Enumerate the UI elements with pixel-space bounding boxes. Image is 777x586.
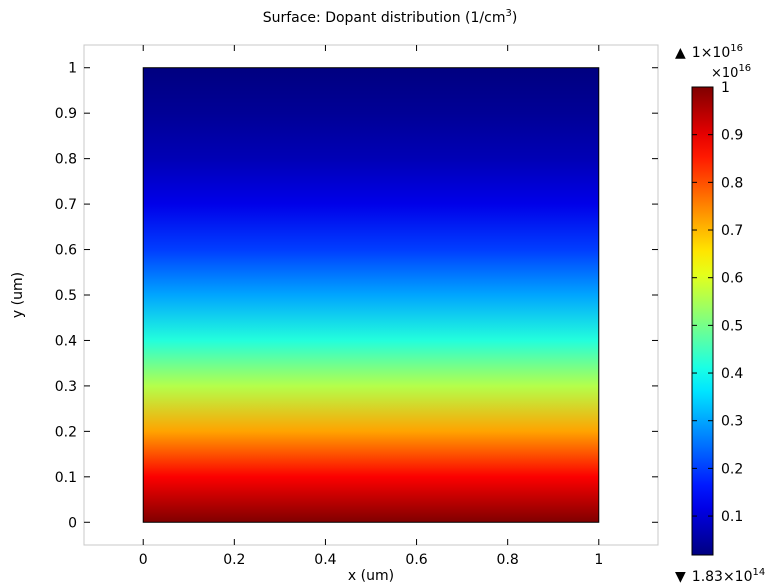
y-tick-label: 0.9 [55, 106, 77, 122]
colorbar-tick-label: 1 [721, 80, 730, 96]
colorbar-tick-label: 0.4 [721, 366, 743, 382]
colorbar-tick-label: 0.2 [721, 461, 743, 477]
y-tick-label: 0.3 [55, 379, 77, 395]
colorbar-min-label: ▼ 1.83×1014 [675, 567, 765, 585]
x-tick-label: 1 [594, 552, 603, 568]
y-tick-label: 0.5 [55, 288, 77, 304]
x-axis-label: x (um) [348, 568, 394, 584]
colorbar-ticks: 0.1 0.2 0.3 0.4 0.5 0.6 0.7 0.8 0.9 1 [692, 80, 743, 525]
min-marker-icon: ▼ [675, 569, 686, 585]
colorbar [691, 86, 714, 556]
x-tick-label: 0.2 [223, 552, 245, 568]
colorbar-multiplier: ×1016 [711, 63, 751, 81]
colorbar-tick-label: 0.1 [721, 509, 743, 525]
y-axis-label: y (um) [10, 272, 26, 318]
dopant-surface [142, 67, 600, 523]
x-tick-label: 0.6 [405, 552, 427, 568]
y-tick-label: 0 [68, 515, 77, 531]
y-tick-label: 0.6 [55, 243, 77, 259]
y-tick-label: 0.4 [55, 333, 77, 349]
y-tick-label: 0.1 [55, 470, 77, 486]
chart-title: Surface: Dopant distribution (1/cm3) [263, 8, 518, 26]
y-tick-label: 0.8 [55, 152, 77, 168]
colorbar-max-label: ▲ 1×1016 [675, 43, 743, 61]
colorbar-tick-label: 0.7 [721, 223, 743, 239]
colorbar-tick-label: 0.6 [721, 271, 743, 287]
max-marker-icon: ▲ [675, 45, 686, 61]
x-tick-label: 0.8 [497, 552, 519, 568]
x-tick-label: 0.4 [314, 552, 336, 568]
x-tick-label: 0 [139, 552, 148, 568]
y-axis-ticks: 0 0.1 0.2 0.3 0.4 0.5 0.6 0.7 0.8 0.9 1 [55, 61, 658, 531]
y-tick-label: 0.7 [55, 197, 77, 213]
colorbar-tick-label: 0.9 [721, 128, 743, 144]
colorbar-tick-label: 0.8 [721, 175, 743, 191]
colorbar-tick-label: 0.3 [721, 414, 743, 430]
colorbar-tick-label: 0.5 [721, 318, 743, 334]
y-tick-label: 0.2 [55, 424, 77, 440]
x-axis-ticks: 0 0.2 0.4 0.6 0.8 1 [139, 45, 603, 568]
y-tick-label: 1 [68, 61, 77, 77]
